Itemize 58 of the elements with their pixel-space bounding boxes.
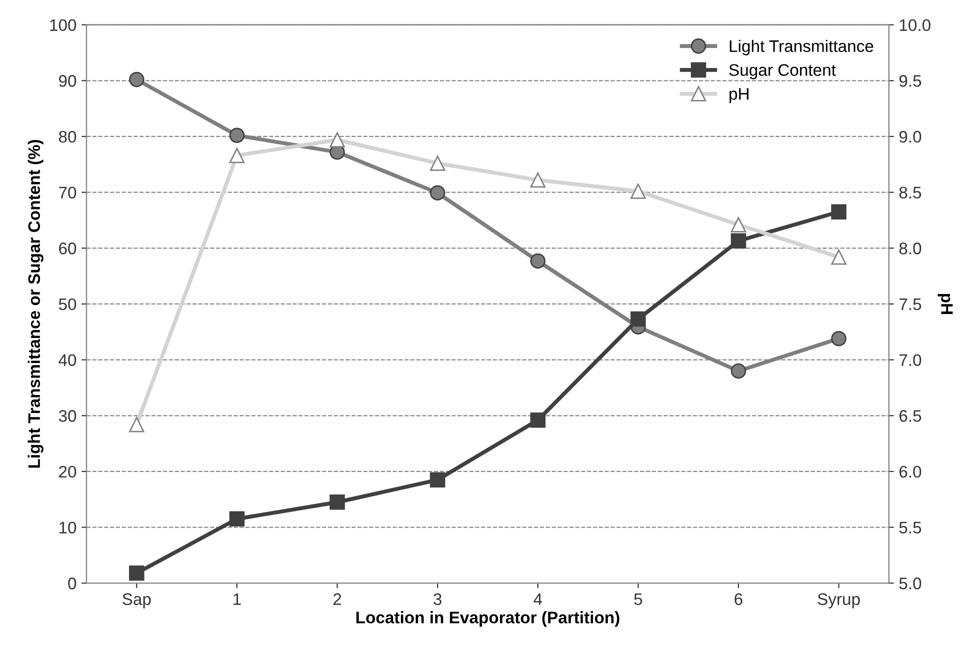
y-tick-label: 10 [60, 522, 76, 534]
x-tick-label: 3 [434, 593, 442, 606]
point [530, 172, 546, 188]
point [530, 412, 546, 428]
y2-axis-title: pH [938, 294, 953, 314]
x-tick-label: Sap [122, 593, 151, 608]
y2-tick-label: 5.5 [899, 522, 922, 534]
point [831, 330, 846, 346]
point [430, 156, 446, 171]
point [831, 204, 846, 220]
y-tick-label: 50 [58, 298, 76, 310]
point [330, 494, 345, 510]
x-tick-label: 6 [734, 593, 742, 606]
y2-tick-label: 8.0 [899, 242, 922, 254]
point [229, 511, 245, 527]
y-tick-label: 90 [59, 75, 76, 87]
legend-label: Sugar Content [729, 64, 836, 80]
legend-label: Light Transmittance [730, 40, 874, 56]
y-axis-title: Light Transmittance or Sugar Content (%) [28, 140, 44, 468]
y-tick-label: 80 [58, 130, 76, 143]
y2-tick-label: 8.5 [899, 186, 922, 199]
y-tick-label: 0 [68, 578, 76, 590]
point [229, 148, 245, 164]
x-axis-title: Location in Evaporator (Partition) [356, 611, 620, 627]
y2-tick-label: 6.0 [899, 466, 922, 478]
point [530, 253, 546, 269]
point [330, 132, 345, 148]
point [129, 416, 144, 432]
point [129, 565, 144, 581]
x-tick-label: 5 [634, 593, 642, 606]
point [430, 472, 446, 488]
y-tick-label: 30 [58, 410, 76, 422]
legend-label: pH [730, 88, 748, 104]
x-tick-label: 2 [333, 593, 342, 605]
point [630, 311, 646, 327]
y2-tick-label: 9.5 [899, 75, 922, 87]
point [430, 185, 446, 201]
y-tick-label: 40 [58, 354, 76, 366]
y2-tick-label: 6.5 [899, 410, 922, 422]
y2-tick-label: 9.0 [899, 130, 922, 143]
x-tick-label: 4 [534, 593, 542, 605]
point [630, 184, 646, 199]
point [730, 233, 746, 249]
y2-tick-label: 7.5 [900, 298, 922, 310]
y-tick-label: 20 [59, 466, 76, 478]
y-tick-label: 70 [59, 186, 76, 199]
y2-tick-label: 5.0 [899, 578, 922, 590]
x-tick-label: 1 [234, 593, 241, 605]
y-tick-label: 100 [50, 19, 76, 32]
point [831, 249, 846, 265]
point [229, 128, 245, 143]
point [730, 363, 746, 379]
y2-tick-label: 10.0 [900, 19, 930, 32]
point [730, 217, 746, 232]
x-tick-label: Syrup [818, 593, 860, 608]
y-tick-label: 60 [59, 242, 76, 254]
point [129, 72, 144, 88]
y2-tick-label: 7.0 [900, 354, 922, 366]
